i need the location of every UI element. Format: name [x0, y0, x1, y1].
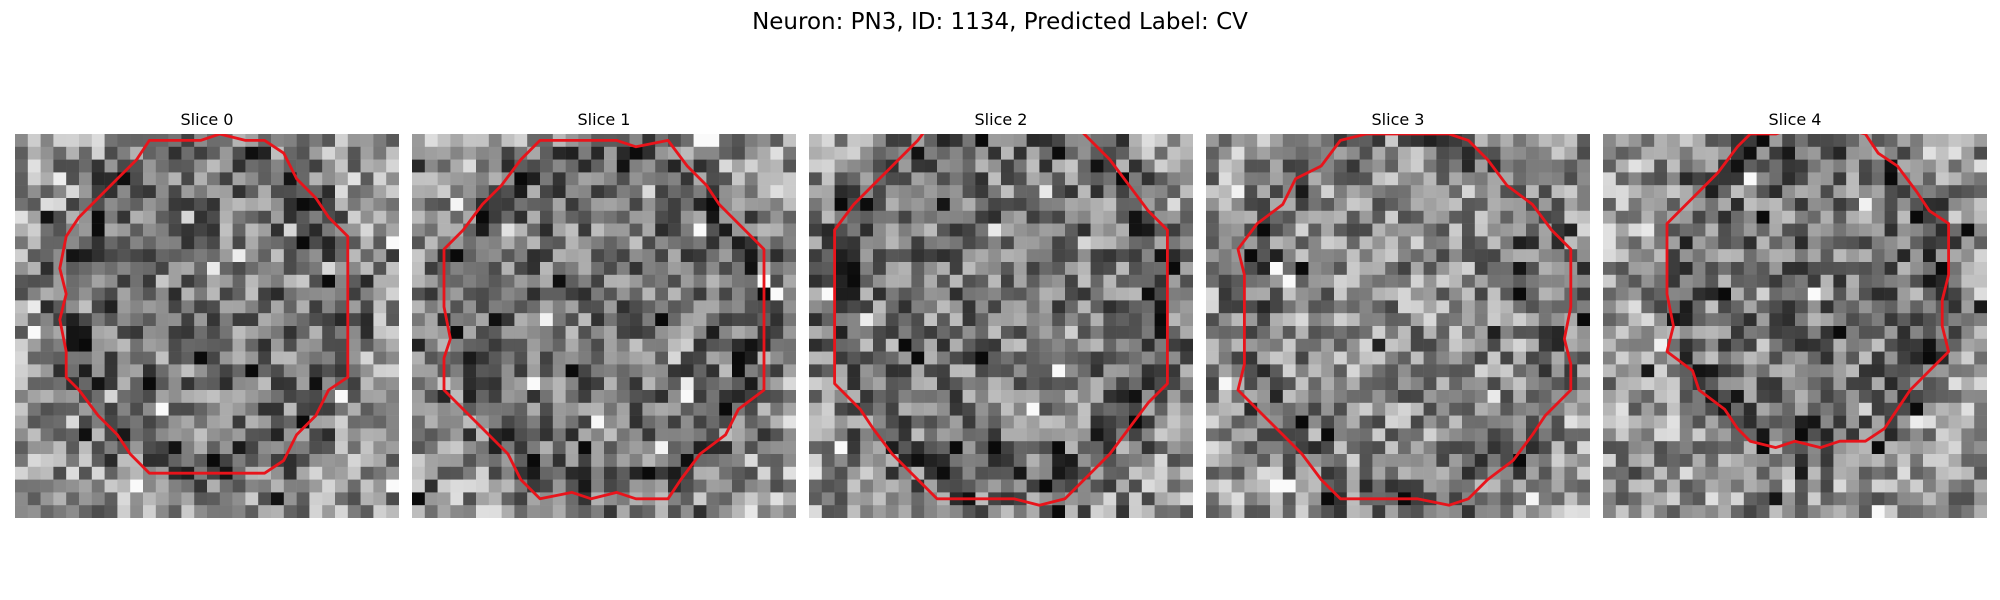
grayscale-pixels: [1603, 134, 1987, 518]
cell-contour: [442, 138, 766, 501]
slice-title: Slice 4: [1768, 110, 1822, 129]
slice-title: Slice 3: [1371, 110, 1425, 129]
grayscale-pixels: [412, 134, 796, 518]
figure-title: Neuron: PN3, ID: 1134, Predicted Label: …: [752, 9, 1248, 35]
cell-contour: [1665, 134, 1951, 450]
slice-title: Slice 0: [180, 110, 234, 129]
cell-contour: [1236, 134, 1573, 507]
slice-image: [1603, 134, 1987, 518]
slice-image: [1206, 134, 1590, 518]
slice-title: Slice 2: [974, 110, 1028, 129]
slice-image: [15, 134, 399, 518]
slice-title: Slice 1: [577, 110, 631, 129]
grayscale-pixels: [809, 134, 1193, 518]
slice-image: [809, 134, 1193, 518]
cell-contour: [833, 134, 1169, 507]
grayscale-pixels: [1206, 134, 1590, 518]
cell-contour: [58, 134, 350, 475]
slice-image: [412, 134, 796, 518]
grayscale-pixels: [15, 134, 399, 518]
